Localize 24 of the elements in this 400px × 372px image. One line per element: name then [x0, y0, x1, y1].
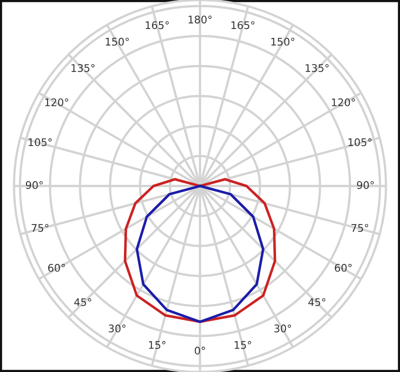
spoke-label: 90°: [356, 181, 374, 190]
spoke-label: 45°: [308, 298, 326, 306]
spoke-label: 75°: [352, 224, 368, 232]
spoke-label: 60°: [48, 264, 65, 272]
spoke-label: 15°: [234, 341, 252, 349]
spoke-label: 45°: [74, 298, 92, 306]
spoke-label: 180°: [188, 16, 212, 24]
spoke-label: 135°: [306, 64, 329, 72]
spoke-label: 30°: [274, 324, 292, 332]
spoke-label: 105°: [348, 138, 372, 146]
spoke-label: 135°: [72, 64, 94, 72]
spoke-label: 75°: [32, 224, 48, 232]
spoke-label: 0°: [194, 346, 205, 355]
spoke-label: 120°: [332, 98, 355, 106]
spoke-label: 150°: [271, 38, 294, 46]
spoke-label: 60°: [334, 264, 352, 272]
spoke-label: 90°: [26, 181, 43, 190]
spoke-label: 165°: [146, 21, 169, 30]
spoke-label: 15°: [149, 341, 166, 349]
spoke-label: 30°: [108, 324, 126, 332]
spoke-label: 165°: [231, 21, 254, 30]
spoke-label: 150°: [106, 38, 129, 46]
spoke-label: 120°: [45, 98, 68, 106]
spoke-label: 105°: [28, 138, 52, 146]
